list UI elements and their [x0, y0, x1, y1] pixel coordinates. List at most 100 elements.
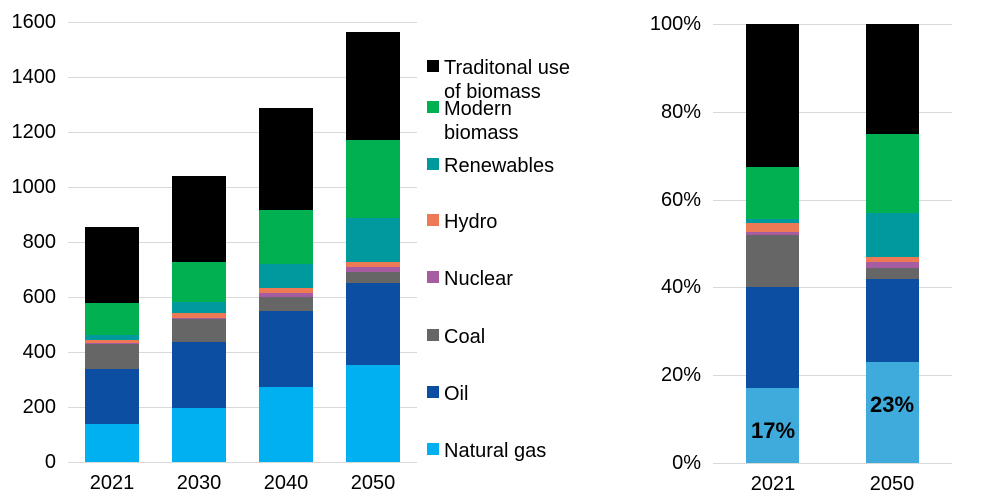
segment-traditonal-use-of-biomass-2040	[259, 108, 313, 211]
legend-label: Nuclear	[444, 267, 617, 291]
segment-coal-2050	[866, 267, 919, 279]
segment-traditonal-use-of-biomass-2021	[85, 226, 139, 304]
segment-traditonal-use-of-biomass-2050	[866, 24, 919, 134]
legend-swatch-renewables-icon	[427, 158, 439, 170]
legend-label: Oil	[444, 382, 617, 406]
gridline	[68, 242, 417, 243]
legend-label: Renewables	[444, 154, 617, 178]
segment-traditonal-use-of-biomass-2050	[346, 31, 400, 140]
segment-renewables-2050	[866, 212, 919, 257]
y-axis-tick-label: 200	[22, 396, 56, 418]
y-axis-tick-label: 100%	[649, 13, 701, 35]
gridline	[68, 462, 417, 463]
segment-renewables-2030	[172, 301, 226, 313]
y-axis-tick-label: 20%	[660, 364, 701, 386]
legend-label-line: Renewables	[444, 155, 555, 177]
gridline	[68, 407, 417, 408]
legend-item-traditonal-use-of-biomass: Traditonal use of biomass	[427, 56, 617, 104]
gridline	[68, 132, 417, 133]
segment-nuclear-2040	[259, 293, 313, 298]
legend-swatch-oil-icon	[427, 386, 439, 398]
y-axis-tick-label: 0%	[672, 452, 701, 474]
segment-modern-biomass-2040	[259, 210, 313, 264]
legend-label-line: biomass	[444, 122, 519, 144]
legend-label-line: of biomass	[444, 81, 541, 103]
legend-label: Coal	[444, 325, 617, 349]
gridline	[68, 77, 417, 78]
legend-label: Traditonal use of biomass	[444, 56, 617, 104]
bar-2050	[346, 22, 400, 462]
legend-item-oil: Oil	[427, 382, 617, 406]
y-axis-tick-label: 1000	[11, 176, 57, 198]
x-axis-category-label: 2021	[89, 472, 135, 494]
bar-2030	[172, 22, 226, 462]
legend-label: Modern biomass	[444, 97, 617, 145]
legend-swatch-traditonal-use-of-biomass-icon	[427, 60, 439, 72]
segment-oil-2040	[259, 311, 313, 388]
legend-label-line: Nuclear	[444, 268, 513, 290]
segment-natural-gas-2021	[746, 388, 799, 463]
legend-label-line: Hydro	[444, 211, 498, 233]
legend-item-renewables: Renewables	[427, 154, 617, 178]
legend-label-line: Oil	[444, 383, 469, 405]
legend-item-coal: Coal	[427, 325, 617, 349]
segment-natural-gas-2030	[172, 407, 226, 462]
segment-nuclear-2050	[346, 267, 400, 273]
segment-oil-2030	[172, 342, 226, 408]
legend-item-natural-gas: Natural gas	[427, 439, 617, 463]
legend-label: Hydro	[444, 210, 617, 234]
legend-label-line: Coal	[444, 326, 486, 348]
segment-traditonal-use-of-biomass-2030	[172, 176, 226, 263]
legend-swatch-nuclear-icon	[427, 271, 439, 283]
segment-hydro-2050	[346, 261, 400, 268]
x-axis-category-label: 2050	[350, 472, 396, 494]
segment-hydro-2021	[746, 223, 799, 233]
legend-swatch-coal-icon	[427, 329, 439, 341]
segment-coal-2030	[172, 319, 226, 343]
legend-item-nuclear: Nuclear	[427, 267, 617, 291]
bar-data-label-2021: 17%	[750, 418, 796, 443]
y-axis-tick-label: 1200	[11, 121, 57, 143]
y-axis-tick-label: 60%	[660, 189, 701, 211]
segment-oil-2050	[346, 283, 400, 365]
legend-item-hydro: Hydro	[427, 210, 617, 234]
segment-natural-gas-2050	[866, 362, 919, 463]
legend-swatch-modern-biomass-icon	[427, 101, 439, 113]
segment-oil-2021	[746, 287, 799, 389]
bar-2040	[259, 22, 313, 462]
y-axis-tick-label: 40%	[660, 276, 701, 298]
segment-natural-gas-2021	[85, 423, 139, 462]
gridline	[713, 463, 952, 464]
legend-label-line: Natural gas	[444, 440, 547, 462]
legend-item-modern-biomass: Modern biomass	[427, 97, 617, 145]
gridline	[68, 22, 417, 23]
x-axis-category-label: 2021	[750, 473, 796, 495]
y-axis-tick-label: 800	[22, 231, 56, 253]
segment-hydro-2050	[866, 256, 919, 262]
gridline	[68, 352, 417, 353]
legend-swatch-hydro-icon	[427, 214, 439, 226]
segment-renewables-2050	[346, 218, 400, 262]
segment-traditonal-use-of-biomass-2021	[746, 24, 799, 167]
segment-natural-gas-2040	[259, 387, 313, 462]
segment-modern-biomass-2021	[85, 303, 139, 335]
y-axis-tick-label: 600	[22, 286, 56, 308]
segment-oil-2050	[866, 278, 919, 363]
segment-coal-2050	[346, 272, 400, 284]
segment-coal-2021	[85, 343, 139, 369]
segment-modern-biomass-2050	[346, 139, 400, 219]
x-axis-category-label: 2030	[176, 472, 222, 494]
legend-label-line: Traditonal use	[444, 57, 570, 79]
segment-renewables-2040	[259, 264, 313, 288]
y-axis-tick-label: 0	[44, 451, 56, 473]
segment-nuclear-2021	[85, 342, 139, 344]
bar-2021	[746, 24, 799, 463]
segment-oil-2021	[85, 368, 139, 424]
segment-nuclear-2030	[172, 317, 226, 319]
segment-hydro-2021	[85, 339, 139, 343]
segment-modern-biomass-2021	[746, 166, 799, 220]
y-axis-tick-label: 400	[22, 341, 56, 363]
gridline	[68, 187, 417, 188]
gridline	[713, 375, 952, 376]
